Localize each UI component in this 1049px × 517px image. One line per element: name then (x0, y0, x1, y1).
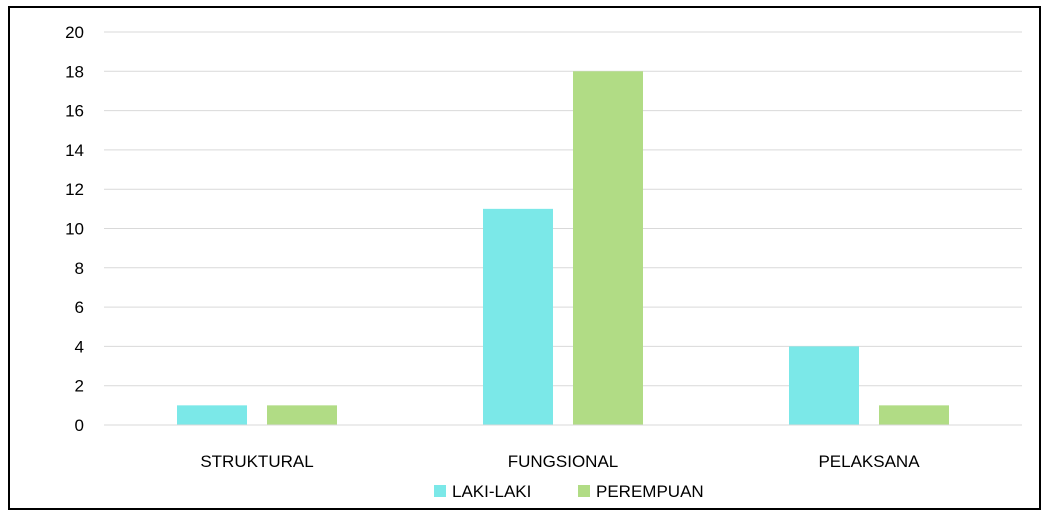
bar-perempuan-fungsional (573, 71, 643, 426)
bar-perempuan-pelaksana (879, 405, 949, 425)
x-category-label: STRUKTURAL (200, 452, 313, 471)
y-tick-label: 20 (65, 23, 84, 42)
y-tick-label: 18 (65, 62, 84, 81)
y-tick-label: 12 (65, 180, 84, 199)
x-category-label: FUNGSIONAL (508, 452, 619, 471)
legend-label: LAKI-LAKI (452, 482, 531, 501)
legend-swatch (434, 485, 446, 497)
y-tick-label: 14 (65, 141, 84, 160)
legend-label: PEREMPUAN (596, 482, 704, 501)
bar-laki-laki-pelaksana (789, 346, 859, 425)
y-tick-label: 6 (75, 298, 84, 317)
bar-perempuan-struktural (267, 405, 337, 425)
bar-laki-laki-fungsional (483, 208, 553, 425)
legend-swatch (578, 485, 590, 497)
bar-laki-laki-struktural (177, 405, 247, 425)
y-tick-label: 8 (75, 259, 84, 278)
y-tick-label: 0 (75, 416, 84, 435)
x-category-label: PELAKSANA (818, 452, 920, 471)
y-tick-label: 4 (75, 337, 84, 356)
y-tick-label: 2 (75, 377, 84, 396)
y-tick-label: 16 (65, 102, 84, 121)
y-tick-label: 10 (65, 220, 84, 239)
